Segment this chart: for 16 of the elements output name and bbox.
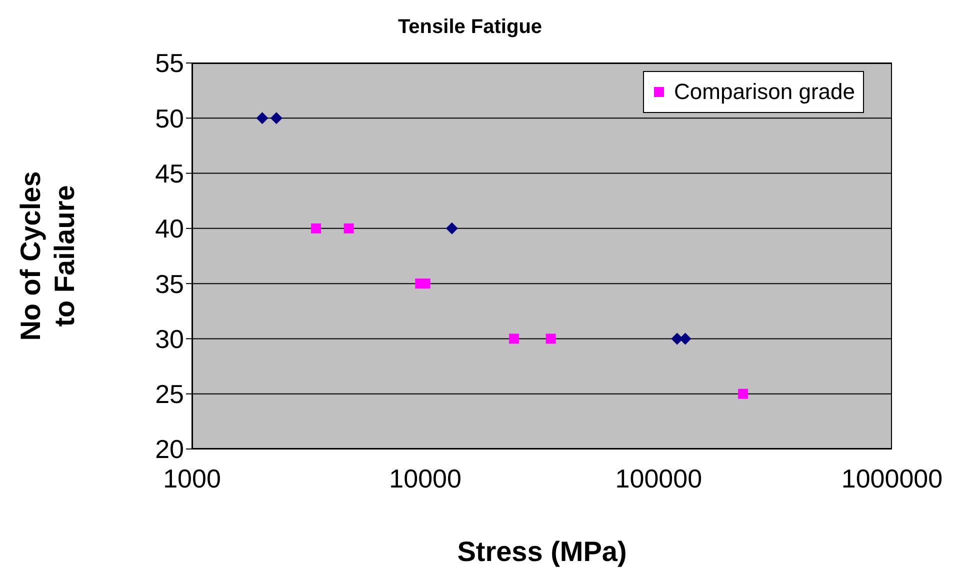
x-tick-label: 1000000 xyxy=(841,463,943,494)
chart-title: Tensile Fatigue xyxy=(396,16,544,39)
y-tick-label: 20 xyxy=(155,434,184,464)
legend-label: Comparison grade xyxy=(674,78,855,106)
x-tick-label: 10000 xyxy=(389,463,462,494)
y-tick-label: 45 xyxy=(155,158,184,189)
x-axis-title: Stress (MPa) xyxy=(456,536,628,568)
x-tick-label: 100000 xyxy=(615,463,702,494)
y-tick-label: 55 xyxy=(155,48,184,78)
y-tick-label: 35 xyxy=(155,268,184,299)
y-tick-label: 40 xyxy=(155,214,184,244)
y-axis-title: No of Cycles to Failaure xyxy=(15,171,80,341)
y-tick-label: 30 xyxy=(155,324,184,354)
x-tick-label: 1000 xyxy=(163,463,221,494)
y-tick-label: 25 xyxy=(155,379,184,410)
y-tick-label: 50 xyxy=(155,103,184,134)
